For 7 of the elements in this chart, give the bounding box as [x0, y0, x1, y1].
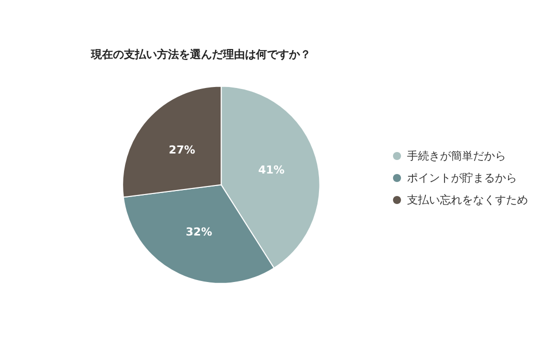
legend-label: 手続きが簡単だから	[407, 150, 506, 162]
legend-label: 支払い忘れをなくすため	[407, 194, 528, 206]
data-label: 41%	[258, 164, 285, 177]
data-label: 27%	[168, 144, 196, 157]
data-label: 32%	[186, 226, 212, 239]
legend-label: ポイントが貯まるから	[407, 172, 517, 184]
chart-title: 現在の支払い方法を選んだ理由は何ですか？	[90, 48, 311, 61]
